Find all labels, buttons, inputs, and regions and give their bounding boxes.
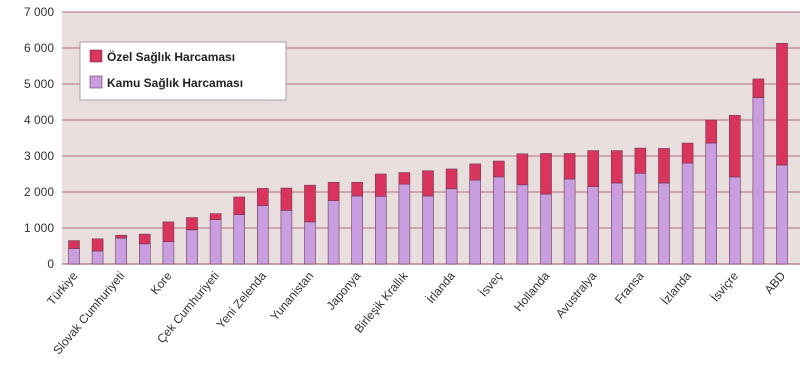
bar-public	[139, 243, 151, 265]
bar-private	[186, 217, 198, 231]
y-tick-label: 4 000	[24, 113, 54, 127]
x-tick-label: İsviçre	[708, 269, 741, 305]
bar-private	[445, 168, 458, 190]
bar-private	[280, 187, 293, 211]
bar-private	[351, 181, 364, 197]
x-tick-label: Avustralya	[553, 269, 600, 321]
x-tick-label: Japonya	[324, 269, 364, 313]
x-tick-label: İsveç	[476, 269, 505, 299]
bar-public	[587, 186, 600, 265]
bar-public	[398, 183, 411, 265]
y-tick-label: 0	[47, 257, 54, 271]
y-tick-label: 1 000	[24, 221, 54, 235]
bar-private	[634, 147, 647, 174]
x-tick-label: Kore	[148, 269, 175, 298]
bar-public	[209, 219, 222, 265]
bar-public	[681, 162, 694, 265]
x-tick-label: Yunanistan	[267, 269, 316, 323]
bar-public	[610, 182, 623, 265]
legend-swatch-private	[89, 49, 103, 63]
bar-public	[445, 188, 458, 265]
x-tick-label: ABD	[762, 269, 789, 297]
bar-private	[256, 188, 269, 206]
bar-private	[374, 173, 387, 197]
x-tick-label: İrlanda	[424, 269, 459, 306]
legend: Özel Sağlık Harcaması Kamu Sağlık Harcam…	[79, 41, 287, 101]
x-tick-label: Türkiye	[44, 269, 80, 308]
bar-public	[327, 200, 340, 265]
bar-public	[658, 182, 670, 265]
bar-private	[91, 238, 104, 252]
bar-public	[728, 176, 741, 265]
bar-private	[327, 181, 340, 201]
bar-private	[540, 153, 552, 195]
bar-private	[115, 234, 127, 239]
legend-swatch-public	[89, 75, 103, 89]
bar-public	[634, 172, 647, 265]
bar-private	[681, 142, 694, 164]
bar-public	[492, 176, 505, 265]
bar-public	[68, 248, 80, 265]
bar-public	[705, 142, 718, 265]
bar-private	[68, 240, 80, 249]
y-tick-label: 7 000	[24, 5, 54, 19]
bar-private	[587, 150, 600, 187]
bar-private	[233, 196, 245, 215]
bar-public	[540, 193, 552, 265]
bar-public	[162, 241, 175, 265]
y-axis-ticks: 0 1 000 2 000 3 000 4 000 5 000 6 000 7 000	[24, 5, 54, 271]
x-tick-label: Yeni Zelenda	[214, 269, 270, 332]
bar-private	[776, 43, 788, 166]
bar-public	[752, 97, 765, 265]
bar-private	[752, 78, 765, 98]
bar-public	[115, 237, 127, 265]
x-tick-label: Fransa	[612, 269, 647, 307]
bar-private	[658, 148, 670, 184]
bar-private	[469, 163, 482, 181]
bar-private	[492, 160, 505, 178]
bar-public	[351, 195, 364, 265]
bar-private	[398, 172, 411, 185]
y-tick-label: 3 000	[24, 149, 54, 163]
bar-private	[209, 213, 222, 221]
x-tick-label: Hollanda	[511, 269, 552, 315]
bars	[68, 43, 788, 265]
bar-public	[304, 221, 316, 265]
x-tick-label: İzlanda	[658, 269, 694, 308]
bar-private	[139, 233, 151, 245]
bar-private	[516, 153, 529, 186]
bar-public	[91, 250, 104, 265]
bar-public	[186, 229, 198, 265]
bar-public	[776, 164, 788, 265]
legend-label-public: Kamu Sağlık Harcaması	[107, 76, 243, 90]
bar-private	[728, 115, 741, 178]
bar-private	[422, 170, 434, 197]
legend-label-private: Özel Sağlık Harcaması	[107, 49, 235, 64]
bar-private	[162, 221, 175, 242]
bar-public	[469, 179, 482, 265]
y-tick-label: 6 000	[24, 41, 54, 55]
legend-box	[79, 41, 287, 101]
bar-private	[610, 150, 623, 184]
bar-private	[563, 153, 576, 180]
bar-public	[516, 184, 529, 265]
bar-public	[422, 195, 434, 265]
bar-public	[256, 205, 269, 265]
bar-private	[304, 184, 316, 223]
bar-public	[374, 196, 387, 265]
bar-public	[563, 178, 576, 265]
bar-public	[233, 214, 245, 265]
bar-private	[705, 119, 718, 144]
y-tick-label: 5 000	[24, 77, 54, 91]
bar-public	[280, 210, 293, 265]
y-tick-label: 2 000	[24, 185, 54, 199]
